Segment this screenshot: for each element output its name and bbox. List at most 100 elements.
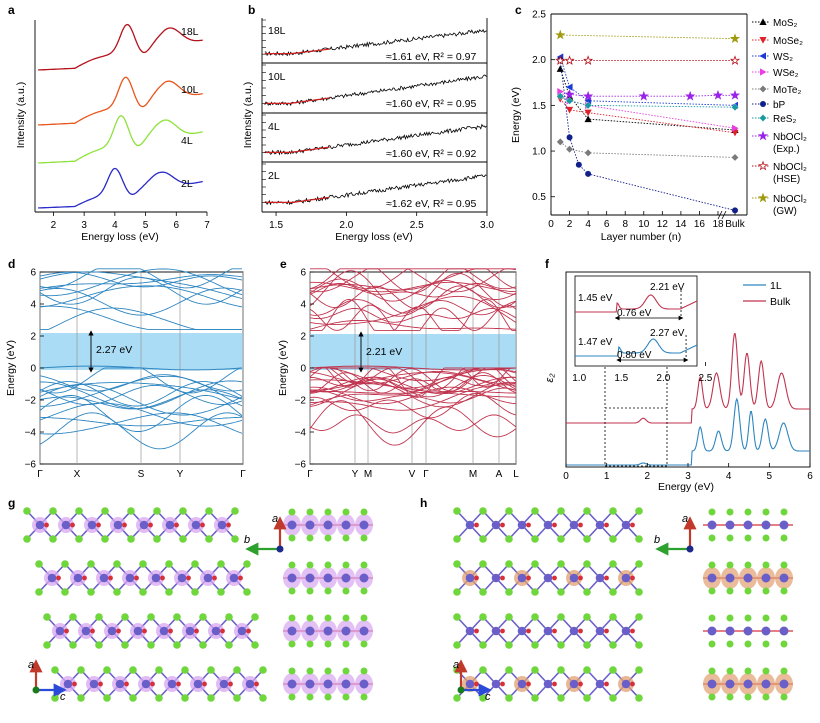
c-point — [729, 55, 741, 65]
c-legend-label: NbOCl₂ — [773, 132, 807, 143]
o-atom — [578, 681, 583, 687]
panel-b-xticks: 1.5 2.0 2.5 3.0 — [269, 212, 494, 231]
side-cl — [306, 587, 314, 595]
f-inset-mono-onset: 1.47 eV — [578, 337, 613, 348]
cl-atom — [609, 613, 617, 621]
band — [39, 274, 243, 289]
c-point — [575, 161, 582, 168]
nb-atom — [621, 626, 631, 636]
c-series-line-6 — [560, 95, 736, 108]
cl-atom — [61, 560, 69, 568]
nb-atom — [73, 573, 83, 583]
c-legend-label: NbOCl₂ — [773, 194, 807, 205]
nb-atom — [465, 520, 475, 530]
band — [309, 295, 517, 325]
nb-atom — [185, 626, 195, 636]
cl-atom — [583, 613, 591, 621]
cl-atom — [225, 641, 233, 649]
side-nb — [761, 520, 771, 530]
y-tick-label: −4 — [25, 428, 37, 439]
c-point — [732, 207, 738, 214]
a-label-10L: 10L — [181, 84, 199, 96]
band — [309, 278, 517, 302]
side-nb — [707, 626, 717, 636]
cl-atom — [165, 560, 173, 568]
d-gap-label: 2.27 eV — [96, 344, 132, 356]
cl-atom — [155, 694, 163, 702]
nb-atom — [211, 626, 221, 636]
side-nb — [323, 520, 333, 530]
nb-atom — [517, 679, 527, 689]
side-nb — [779, 573, 789, 583]
side-cl — [762, 587, 770, 595]
y-tick-label: −4 — [295, 428, 307, 439]
nb-atom — [595, 520, 605, 530]
cl-atom — [557, 588, 565, 596]
panel-d-ylabel: Energy (eV) — [5, 340, 17, 396]
panel-b-ylabel: Intensity (a.u.) — [242, 82, 254, 149]
c-legend-label: bP — [773, 100, 786, 111]
cl-atom — [505, 507, 513, 515]
cl-atom — [479, 560, 487, 568]
c-series-line-2 — [559, 56, 736, 106]
panel-f-label: f — [545, 257, 550, 271]
cl-atom — [75, 535, 83, 543]
c-axis-break — [721, 210, 727, 220]
cl-atom — [479, 588, 487, 596]
side-cl — [360, 614, 368, 622]
side-cl — [708, 614, 716, 622]
cl-atom — [583, 694, 591, 702]
c-legend-marker — [757, 130, 769, 141]
b-fit-18L — [264, 48, 330, 55]
a-label-18L: 18L — [181, 26, 199, 38]
cl-atom — [531, 666, 539, 674]
cl-atom — [43, 613, 51, 621]
cl-atom — [453, 560, 461, 568]
nb-atom — [115, 679, 125, 689]
g-axes-right: a b — [244, 513, 287, 556]
cl-atom — [147, 641, 155, 649]
c-series-line-4 — [559, 141, 736, 158]
f-xtick-label: 4 — [726, 471, 732, 482]
side-nb — [761, 626, 771, 636]
o-atom — [246, 628, 251, 634]
c-legend-marker — [759, 37, 767, 44]
cl-atom — [153, 535, 161, 543]
g-axes-left: a c — [28, 659, 67, 703]
c-legend-label-sub: (HSE) — [773, 174, 800, 185]
y-tick-label: −6 — [295, 460, 307, 471]
side-cl — [288, 534, 296, 542]
c-point — [556, 65, 564, 72]
kpoint-label: M — [469, 469, 477, 480]
nb-atom — [517, 520, 527, 530]
c-point — [584, 109, 592, 117]
o-atom — [474, 522, 479, 528]
o-atom — [630, 522, 635, 528]
c-point — [582, 55, 594, 65]
side-cl — [306, 693, 314, 701]
side-cl — [288, 693, 296, 701]
panel-d-label: d — [8, 257, 15, 271]
side-nb — [707, 679, 717, 689]
c-ytick-label: 1.5 — [532, 101, 546, 112]
band — [309, 414, 517, 434]
y-tick-label: 6 — [30, 268, 36, 279]
c-point — [556, 92, 565, 101]
c-series-line-0 — [559, 68, 736, 131]
cl-atom — [207, 694, 215, 702]
cl-atom — [181, 694, 189, 702]
a-xtick-label: 6 — [174, 220, 180, 231]
side-cl — [342, 667, 350, 675]
o-atom — [630, 628, 635, 634]
o-atom — [142, 628, 147, 634]
b-spectrum-10L — [264, 74, 487, 107]
nb-atom — [245, 679, 255, 689]
panel-e-label: e — [280, 257, 287, 271]
cl-atom — [147, 613, 155, 621]
side-cl — [726, 508, 734, 516]
side-nb — [743, 573, 753, 583]
cl-atom — [165, 588, 173, 596]
cl-atom — [583, 535, 591, 543]
panel-a-ylabel: Intensity (a.u.) — [15, 82, 27, 149]
side-cl — [762, 534, 770, 542]
